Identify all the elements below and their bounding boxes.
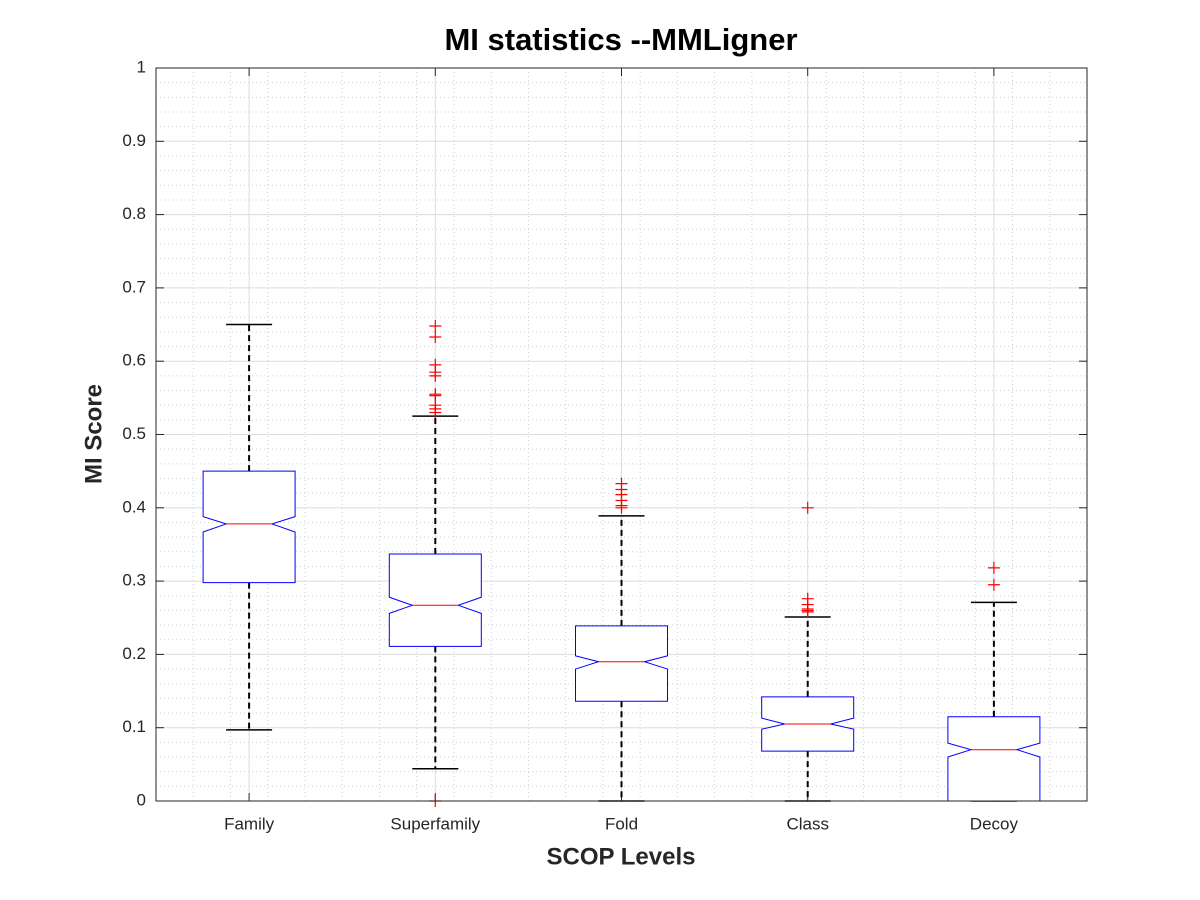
y-tick-label: 0.3 bbox=[122, 571, 146, 590]
outlier bbox=[429, 369, 442, 382]
y-tick-label: 0.2 bbox=[122, 644, 146, 663]
axes-frame bbox=[155, 67, 1088, 802]
box bbox=[202, 470, 296, 584]
x-tick-label: Class bbox=[786, 814, 829, 833]
y-tick-label: 0.7 bbox=[122, 277, 146, 296]
box bbox=[947, 716, 1041, 802]
y-tick-label: 0.4 bbox=[122, 497, 146, 516]
box bbox=[388, 553, 482, 647]
y-tick-label: 0.8 bbox=[122, 204, 146, 223]
x-tick-label: Superfamily bbox=[390, 814, 480, 833]
y-tick-label: 0 bbox=[137, 790, 146, 809]
x-tick-label: Decoy bbox=[970, 814, 1019, 833]
outlier bbox=[429, 331, 442, 344]
y-tick-label: 1 bbox=[137, 57, 146, 76]
x-tick-label: Fold bbox=[605, 814, 638, 833]
outlier bbox=[801, 501, 814, 514]
y-tick-label: 0.9 bbox=[122, 131, 146, 150]
y-axis-label: MI Score bbox=[80, 384, 107, 484]
x-tick-label: Family bbox=[224, 814, 275, 833]
outlier bbox=[429, 320, 442, 333]
outlier bbox=[429, 406, 442, 419]
y-tick-label: 0.5 bbox=[122, 424, 146, 443]
outlier bbox=[987, 578, 1000, 591]
box bbox=[575, 625, 668, 702]
chart-title: MI statistics --MMLigner bbox=[444, 22, 797, 57]
outlier bbox=[801, 605, 814, 618]
outlier bbox=[615, 501, 628, 514]
x-axis-label: SCOP Levels bbox=[547, 843, 696, 870]
y-tick-label: 0.6 bbox=[122, 351, 146, 370]
outlier bbox=[987, 561, 1000, 574]
y-tick-label: 0.1 bbox=[122, 717, 146, 736]
